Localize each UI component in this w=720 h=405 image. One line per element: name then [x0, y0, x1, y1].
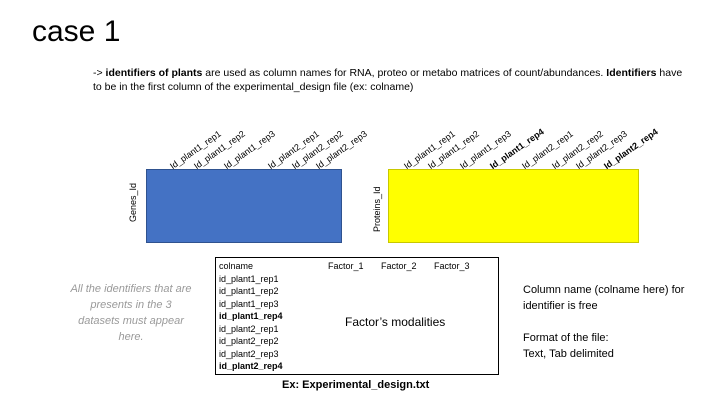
design-row: id_plant1_rep3 — [219, 298, 279, 309]
file-format-line: Text, Tab delimited — [523, 348, 614, 360]
proteo-column-header-bold: Id_plant1_rep4 — [488, 126, 546, 172]
proteo-matrix-block — [388, 169, 639, 243]
slide-title: case 1 — [32, 15, 121, 48]
colname-column: colname id_plant1_rep1 id_plant1_rep2 id… — [219, 260, 283, 373]
factor-1-header: Factor_1 — [328, 261, 364, 271]
file-format-note: Format of the file: Text, Tab delimited — [523, 330, 713, 362]
proteins-id-label: Proteins_Id — [372, 186, 382, 232]
genes-id-label: Genes_Id — [128, 182, 138, 222]
design-row: id_plant2_rep3 — [219, 348, 279, 359]
file-format-line: Format of the file: — [523, 332, 609, 344]
factor-2-header: Factor_2 — [381, 261, 417, 271]
intro-prefix: -> — [93, 67, 106, 79]
colname-header: colname — [219, 261, 254, 271]
intro-bold-identifiers-of-plants: identifiers of plants — [105, 67, 203, 79]
design-row: id_plant1_rep1 — [219, 273, 279, 284]
factors-modalities-label: Factor’s modalities — [345, 315, 446, 329]
design-file-caption: Ex: Experimental_design.txt — [282, 379, 430, 391]
design-row: id_plant2_rep2 — [219, 336, 279, 346]
design-row-bold: id_plant1_rep4 — [219, 311, 283, 321]
design-row: id_plant1_rep2 — [219, 286, 279, 296]
design-row: id_plant2_rep1 — [219, 323, 279, 334]
design-row-bold: id_plant2_rep4 — [219, 361, 283, 371]
colname-free-note: Column name (colname here) for identifie… — [523, 284, 685, 312]
factor-3-header: Factor_3 — [434, 261, 470, 271]
identifiers-note: All the identifiers that are presents in… — [70, 283, 192, 343]
intro-text: -> identifiers of plants are used as col… — [93, 66, 693, 94]
intro-middle-text: are used as column names for RNA, proteo… — [202, 67, 607, 79]
intro-end-text: have to be in the first column of the ex… — [93, 67, 683, 93]
intro-bold-identifiers: Identifiers — [606, 67, 657, 79]
rna-matrix-block — [146, 169, 342, 243]
experimental-design-box — [215, 257, 499, 375]
